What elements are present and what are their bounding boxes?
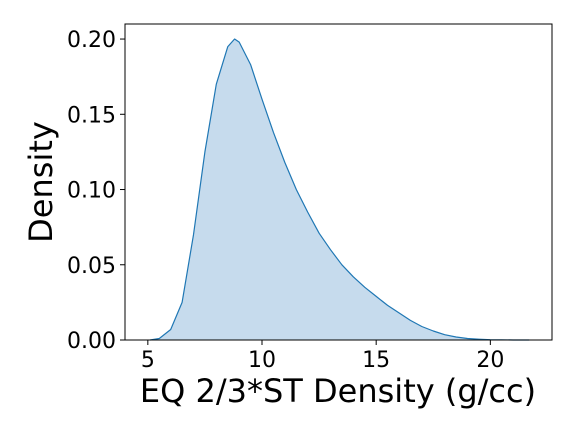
y-axis-ticks: 0.00 0.05 0.10 0.15 0.20 — [67, 28, 125, 354]
x-tick-label: 5 — [141, 348, 155, 373]
y-tick-label: 0.00 — [67, 329, 116, 354]
x-tick-label: 10 — [248, 348, 276, 373]
y-axis-title: Density — [22, 121, 60, 243]
x-axis-ticks: 5 10 15 20 — [141, 340, 504, 373]
x-axis-title: EQ 2/3*ST Density (g/cc) — [140, 372, 536, 410]
plot-layer — [150, 38, 530, 341]
y-tick-label: 0.10 — [67, 179, 116, 204]
x-tick-label: 20 — [476, 348, 504, 373]
y-tick-label: 0.20 — [67, 28, 116, 53]
density-curve-line — [150, 38, 530, 341]
y-tick-label: 0.05 — [67, 254, 116, 279]
x-tick-label: 15 — [362, 348, 390, 373]
y-tick-label: 0.15 — [67, 103, 116, 128]
plot-frame — [124, 23, 553, 341]
density-area-fill — [150, 39, 530, 340]
